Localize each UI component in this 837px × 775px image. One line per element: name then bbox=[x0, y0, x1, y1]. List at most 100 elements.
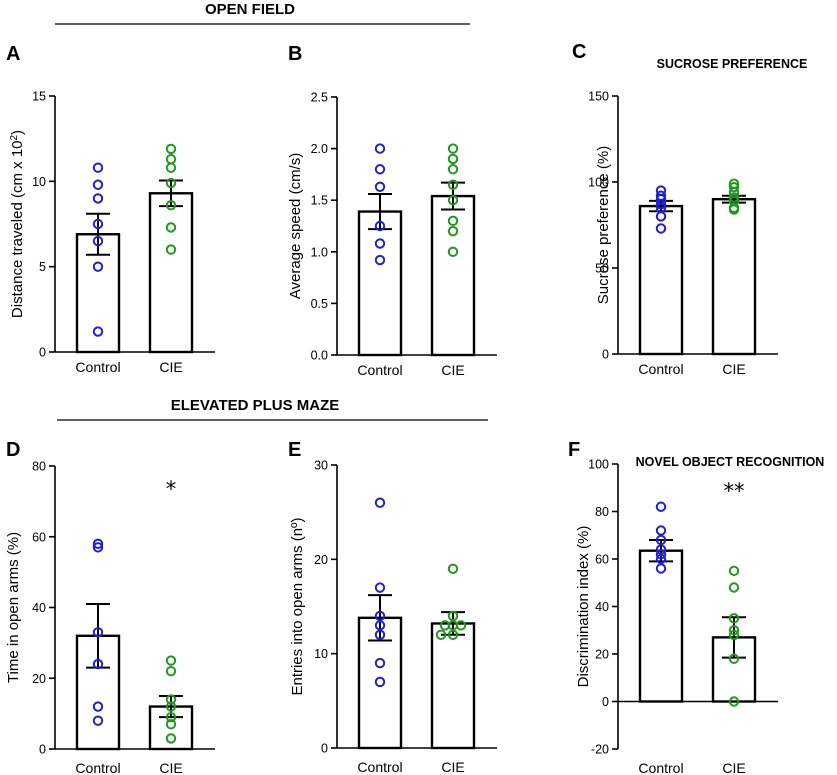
y-tick-label: 20 bbox=[595, 648, 609, 662]
data-point-control bbox=[374, 657, 386, 669]
chart-panel-b: B 0.0 0.5 1.0 1.5 2.0 2.5 Average speed (cm/s) C… bbox=[287, 43, 497, 378]
chart-panel-e: E 0 10 20 30 Entries into open arms (nº) Contr… bbox=[288, 439, 497, 775]
x-category-label-control: Control bbox=[357, 362, 402, 378]
y-axis-label: Distance traveled (cm x 102) bbox=[9, 130, 26, 318]
bar-cie bbox=[148, 192, 194, 354]
bar-control bbox=[638, 204, 684, 356]
data-point-control bbox=[655, 501, 667, 512]
data-point-control bbox=[655, 199, 667, 210]
y-axis-label: Discrimination index (%) bbox=[575, 526, 592, 688]
data-point-cie bbox=[165, 177, 177, 189]
data-point-cie bbox=[447, 179, 459, 190]
data-point-cie bbox=[728, 192, 740, 203]
data-point-cie bbox=[165, 655, 177, 666]
data-point-cie bbox=[455, 620, 467, 631]
data-point-cie bbox=[165, 143, 177, 155]
panel-letter: E bbox=[288, 439, 301, 461]
data-point-control bbox=[374, 620, 386, 631]
x-category-label-cie: CIE bbox=[441, 759, 464, 775]
data-point-cie bbox=[728, 204, 740, 215]
data-point-cie bbox=[165, 665, 177, 677]
y-tick-label: 80 bbox=[32, 460, 46, 474]
panel-letter: F bbox=[568, 439, 580, 461]
data-point-cie bbox=[447, 143, 459, 154]
data-point-control bbox=[374, 582, 386, 593]
data-point-control bbox=[655, 534, 667, 546]
data-point-cie bbox=[728, 565, 740, 577]
y-axis-label-end: ) bbox=[9, 130, 26, 135]
data-point-control bbox=[92, 627, 104, 638]
data-point-cie bbox=[165, 733, 177, 744]
x-category-label-control: Control bbox=[638, 760, 683, 775]
data-point-cie bbox=[165, 222, 177, 233]
x-category-label-cie: CIE bbox=[159, 359, 182, 375]
bar-control bbox=[357, 210, 403, 357]
data-point-cie bbox=[165, 694, 177, 705]
data-point-control bbox=[374, 164, 386, 175]
data-point-cie bbox=[728, 625, 740, 636]
data-point-control bbox=[92, 235, 104, 247]
chart-panel-f: F NOVEL OBJECT RECOGNITION -20 0 20 40 60 80 100… bbox=[568, 439, 824, 775]
data-point-control bbox=[655, 525, 667, 536]
x-category-label-cie: CIE bbox=[441, 362, 464, 378]
significance-marker-cie: ** bbox=[724, 479, 745, 503]
section-open-field: OPEN FIELD bbox=[55, 1, 470, 25]
panel-title: NOVEL OBJECT RECOGNITION bbox=[636, 455, 825, 469]
y-axis-label: Time in open arms (%) bbox=[5, 532, 22, 683]
bar-cie bbox=[430, 194, 476, 357]
data-point-control bbox=[655, 211, 667, 222]
y-tick-label: 0 bbox=[602, 695, 609, 709]
section-title-elevated-plus-maze: ELEVATED PLUS MAZE bbox=[171, 397, 340, 414]
y-tick-label: 30 bbox=[314, 459, 328, 473]
y-tick-label: 100 bbox=[588, 176, 609, 190]
panel-letter: D bbox=[6, 439, 20, 461]
data-point-cie bbox=[439, 620, 451, 631]
data-point-cie bbox=[165, 719, 177, 730]
data-point-control bbox=[92, 193, 104, 204]
data-point-cie bbox=[728, 653, 740, 664]
panel-letter: B bbox=[288, 43, 302, 65]
y-tick-label: 0.0 bbox=[311, 349, 328, 363]
data-point-control bbox=[92, 326, 104, 337]
y-tick-label: 1.0 bbox=[311, 245, 328, 259]
y-tick-label: 0 bbox=[602, 348, 609, 362]
significance-marker-cie: * bbox=[166, 477, 177, 501]
x-category-label-control: Control bbox=[638, 361, 683, 377]
y-tick-label: 60 bbox=[595, 553, 609, 567]
y-tick-label: 1.5 bbox=[311, 194, 328, 208]
data-point-control bbox=[92, 261, 104, 272]
y-tick-label: 80 bbox=[595, 505, 609, 519]
y-tick-label: 5 bbox=[39, 260, 46, 274]
y-axis-label: Entries into open arms (nº) bbox=[289, 517, 306, 695]
y-axis-label: Average speed (cm/s) bbox=[287, 153, 304, 299]
data-point-cie bbox=[447, 153, 459, 165]
section-title-open-field: OPEN FIELD bbox=[205, 1, 295, 18]
data-point-cie bbox=[165, 244, 177, 255]
x-category-label-control: Control bbox=[357, 759, 402, 775]
y-axis-label-text: Distance traveled (cm x 10 bbox=[9, 140, 26, 318]
data-point-control bbox=[374, 220, 386, 232]
data-point-control bbox=[374, 238, 386, 249]
y-tick-label: 100 bbox=[588, 458, 609, 472]
y-tick-label: 2.0 bbox=[311, 142, 328, 156]
chart-panels: A 0 5 10 15 Distance traveled (cm x 102) Contr… bbox=[5, 41, 824, 775]
data-point-cie bbox=[165, 711, 177, 723]
data-point-control bbox=[92, 715, 104, 726]
y-axis-label-superscript: 2 bbox=[9, 134, 20, 140]
chart-panel-d: D 0 20 40 60 80 Time in open arms (%) Control CI… bbox=[5, 439, 215, 775]
bar-cie bbox=[711, 197, 757, 356]
data-point-cie bbox=[447, 563, 459, 574]
x-category-label-cie: CIE bbox=[722, 361, 745, 377]
data-point-control bbox=[92, 701, 104, 712]
x-category-label-cie: CIE bbox=[159, 760, 182, 775]
y-tick-label: 50 bbox=[595, 262, 609, 276]
data-point-control bbox=[92, 538, 104, 550]
data-point-cie bbox=[728, 181, 740, 193]
chart-panel-c: C SUCROSE PREFERENCE 0 50 100 150 Sucrose pref… bbox=[572, 41, 807, 377]
y-tick-label: 0 bbox=[321, 742, 328, 756]
data-point-control bbox=[655, 223, 667, 234]
y-tick-label: 20 bbox=[32, 672, 46, 686]
data-point-control bbox=[374, 610, 386, 622]
data-point-cie bbox=[435, 629, 447, 640]
